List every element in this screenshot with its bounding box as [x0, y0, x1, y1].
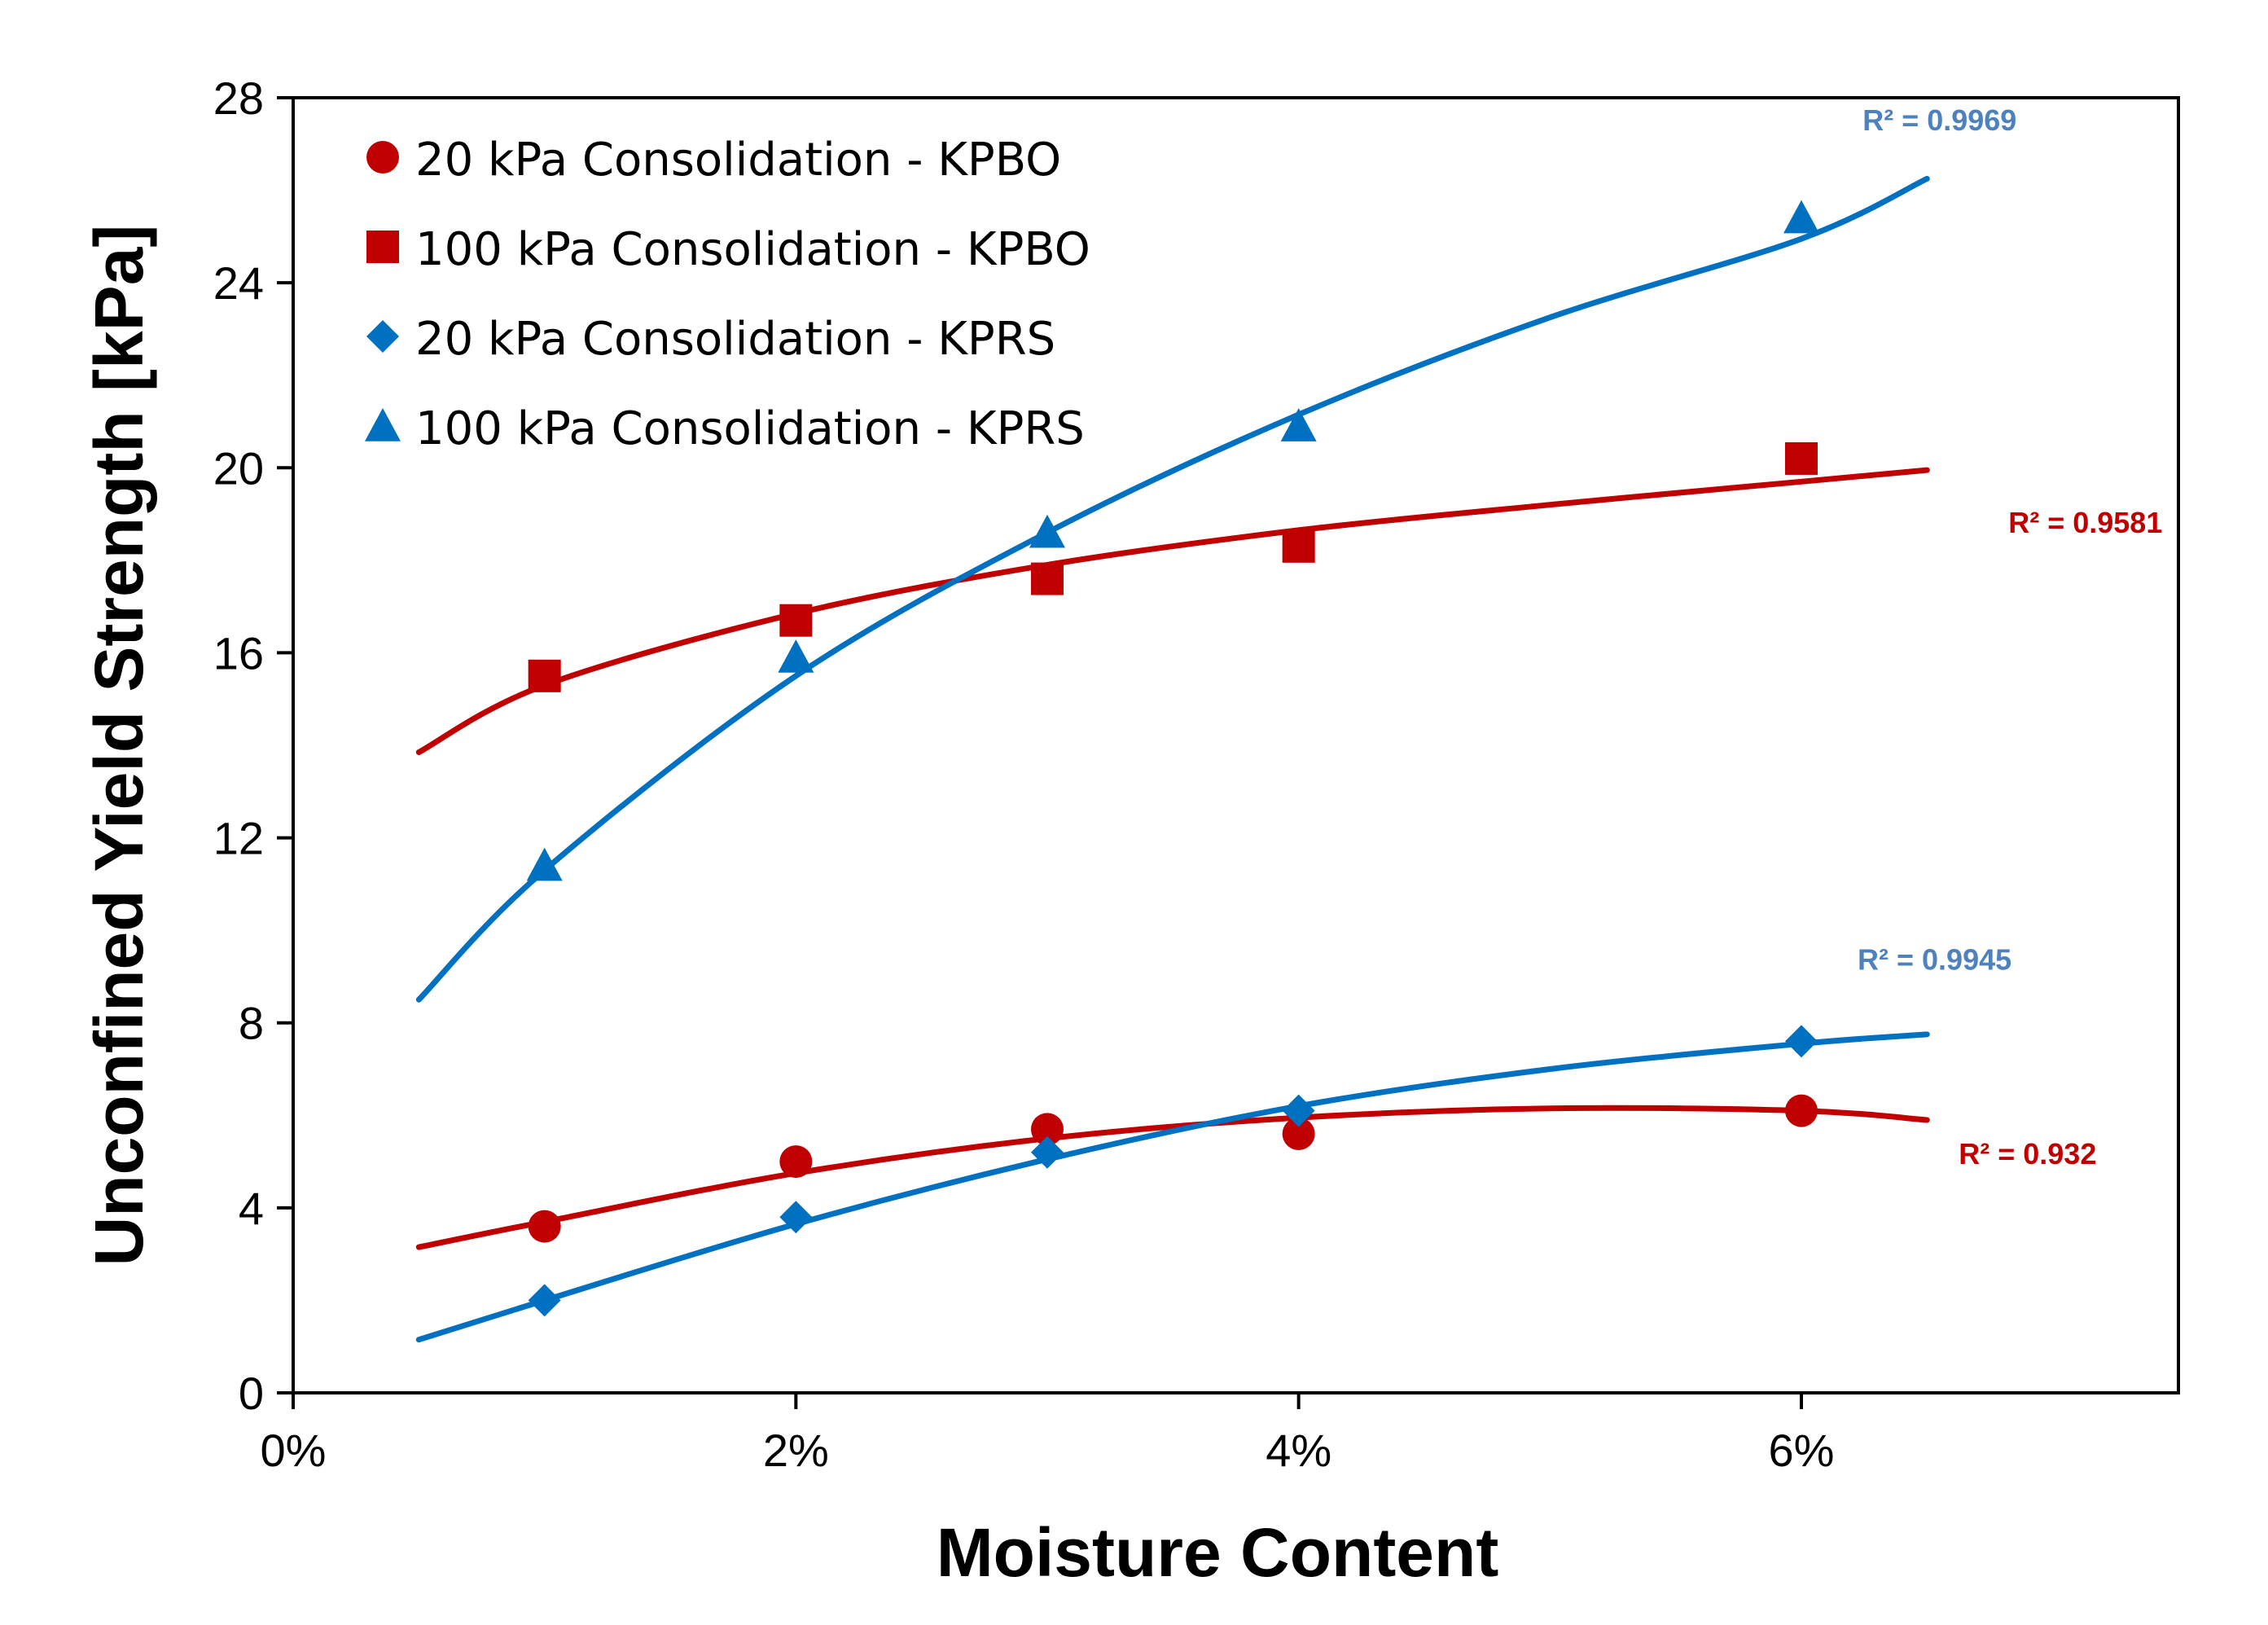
legend-label-3: 20 kPa Consolidation - KPRS	[415, 313, 1055, 366]
y-tick-label: 28	[213, 72, 264, 124]
trendline-series-2	[415, 467, 1930, 755]
y-tick-label: 8	[239, 998, 264, 1049]
axis-ticks: 0 4 8 12 16 20 24 28 0% 2% 4% 6%	[213, 72, 1835, 1476]
data-point-series-1	[1282, 1118, 1315, 1150]
x-tick-label: 2%	[763, 1425, 829, 1476]
data-point-series-1	[1785, 1094, 1818, 1127]
data-point-series-1	[1031, 1113, 1064, 1146]
data-point-series-3	[528, 1284, 561, 1317]
y-tick-label: 4	[239, 1183, 264, 1234]
x-tick-label: 0%	[261, 1425, 327, 1476]
data-point-series-2	[1031, 562, 1064, 595]
legend-label-2: 100 kPa Consolidation - KPBO	[415, 223, 1090, 276]
data-markers	[526, 200, 1819, 1317]
legend-marker-1	[366, 141, 399, 173]
x-axis-title: Moisture Content	[937, 1514, 1499, 1591]
data-point-series-4	[1029, 514, 1065, 548]
data-point-series-3	[1282, 1094, 1315, 1127]
y-axis-title: Unconfined Yield Strength [kPa]	[81, 225, 157, 1267]
data-point-series-1	[779, 1145, 813, 1179]
legend: 20 kPa Consolidation - KPBO 100 kPa Conso…	[365, 134, 1090, 455]
data-point-series-4	[1783, 200, 1819, 234]
legend-label-1: 20 kPa Consolidation - KPBO	[415, 134, 1061, 187]
y-tick-label: 16	[213, 627, 264, 679]
legend-marker-4	[365, 408, 401, 441]
plot-area-frame	[292, 96, 2180, 1394]
r-squared-label: R² = 0.932	[1959, 1137, 2096, 1170]
trendlines	[415, 175, 1930, 1343]
data-point-series-2	[779, 604, 813, 637]
data-point-series-1	[528, 1210, 561, 1243]
trendline-series-4	[415, 175, 1930, 1003]
x-tick-label: 6%	[1769, 1425, 1835, 1476]
data-point-series-3	[1785, 1025, 1818, 1058]
trendline-series-3	[415, 1031, 1930, 1343]
data-point-series-2	[1785, 441, 1818, 475]
legend-marker-2	[366, 231, 399, 263]
r-squared-label: R² = 0.9581	[2008, 506, 2162, 539]
data-point-series-4	[526, 847, 563, 881]
data-point-series-2	[1282, 529, 1315, 563]
data-point-series-4	[1280, 408, 1317, 441]
legend-label-4: 100 kPa Consolidation - KPRS	[415, 402, 1085, 455]
data-point-series-3	[779, 1201, 813, 1234]
data-point-series-2	[528, 659, 561, 692]
y-tick-label: 20	[213, 442, 264, 494]
r-squared-label: R² = 0.9945	[1858, 942, 2011, 976]
y-tick-label: 12	[213, 813, 264, 864]
x-tick-label: 4%	[1266, 1425, 1331, 1476]
y-tick-label: 24	[213, 257, 264, 309]
r-squared-label: R² = 0.9969	[1862, 103, 2016, 137]
y-tick-label: 0	[239, 1368, 264, 1419]
data-point-series-3	[1031, 1135, 1064, 1169]
r-squared-annotations: R² = 0.9969 R² = 0.9581 R² = 0.9945 R² = 0.…	[1858, 103, 2162, 1170]
legend-marker-3	[366, 320, 399, 353]
data-point-series-4	[778, 639, 814, 673]
trendline-series-1	[415, 1105, 1930, 1250]
